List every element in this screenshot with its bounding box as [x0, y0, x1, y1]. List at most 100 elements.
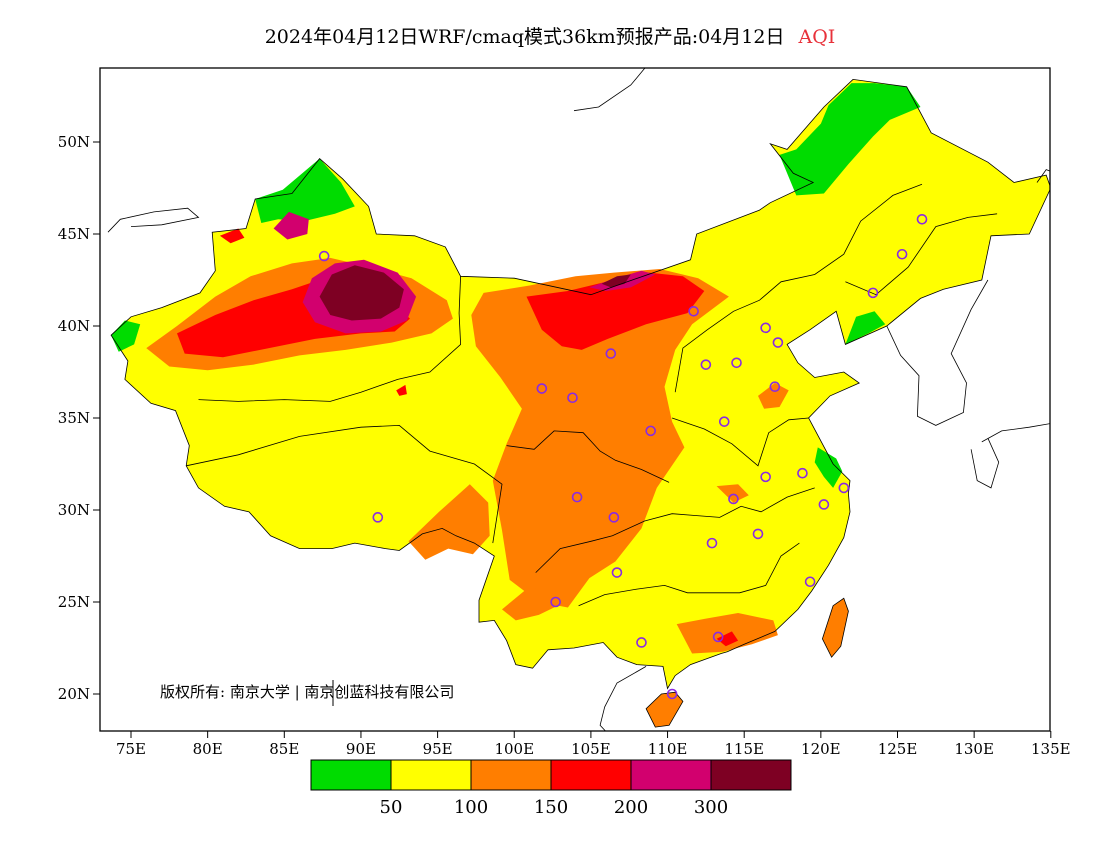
station-marker: [567, 392, 578, 404]
japan-kyushu-coast: [970, 438, 1000, 489]
legend-swatch: [310, 759, 392, 791]
station-marker: [706, 537, 718, 549]
title-variable: AQI: [798, 26, 836, 48]
station-marker: [608, 512, 620, 523]
x-tick-label: 135E: [1031, 740, 1071, 758]
south-china-sensitive-band: [676, 613, 778, 654]
y-tick-label: 30N: [58, 501, 90, 519]
north-xinjiang-hotspot-band: [273, 211, 309, 240]
station-marker: [718, 416, 730, 427]
x-tick-label: 80E: [193, 740, 223, 758]
legend-label: 100: [454, 797, 488, 818]
station-marker: [818, 499, 830, 510]
y-tick-label: 25N: [58, 593, 90, 611]
station-marker: [318, 250, 330, 262]
station-marker: [372, 512, 384, 523]
legend-swatch: [550, 759, 632, 791]
legend-label: 300: [694, 797, 728, 818]
y-tick-label: 45N: [58, 225, 90, 243]
station-marker: [536, 383, 548, 394]
baikal-coast: [573, 68, 646, 112]
station-marker: [571, 491, 583, 503]
station-markers: [318, 213, 928, 700]
x-tick-label: 110E: [648, 740, 688, 758]
north-xinjiang-good-band: [255, 158, 355, 223]
legend-swatch: [710, 759, 792, 791]
tibet-qinghai-border: [186, 424, 503, 544]
north-china-border: [674, 183, 923, 393]
station-marker: [838, 482, 850, 494]
south-border: [578, 542, 800, 607]
legend-swatch: [630, 759, 712, 791]
yangtze-delta-good-band: [814, 447, 843, 488]
yangtze-border: [535, 487, 815, 573]
x-tick-label: 120E: [801, 740, 841, 758]
inner-mongolia-unhealthy-band: [526, 272, 705, 350]
guangdong-unhealthy-spot: [716, 631, 739, 647]
vietnam-coast: [599, 666, 647, 731]
legend-swatch: [470, 759, 552, 791]
boundaries: [107, 68, 1050, 731]
y-tick-label: 40N: [58, 317, 90, 335]
japan-coast: [981, 423, 1050, 443]
x-tick-label: 85E: [269, 740, 299, 758]
station-marker: [797, 467, 808, 479]
inner-mongolia-hazardous-band: [601, 274, 631, 288]
liaodong-good-band: [845, 311, 886, 345]
station-marker: [916, 213, 928, 225]
x-tick-label: 125E: [878, 740, 918, 758]
station-marker: [666, 688, 678, 700]
station-marker: [867, 287, 879, 299]
station-marker: [896, 248, 908, 260]
kazakh-lake-coast: [107, 207, 200, 233]
station-marker: [752, 528, 764, 540]
yunnan-sensitive-band: [502, 587, 562, 621]
x-tick-label: 90E: [346, 740, 376, 758]
y-tick-label: 20N: [58, 685, 90, 703]
hainan-sensitive-band: [646, 692, 683, 728]
station-marker: [728, 493, 739, 505]
china-outline: [110, 78, 1050, 690]
station-marker: [712, 631, 724, 643]
x-tick-label: 75E: [116, 740, 146, 758]
x-tick-label: 105E: [571, 740, 611, 758]
map-frame: [99, 67, 1051, 732]
x-tick-label: 130E: [954, 740, 994, 758]
northeast-good-band: [779, 83, 921, 196]
station-marker: [611, 567, 623, 578]
hubei-sensitive-band: [716, 484, 749, 503]
korea-coast: [886, 279, 989, 426]
northwest-central-sensitive-band: [471, 269, 729, 608]
taiwan-sensitive-band: [822, 598, 849, 658]
y-tick-label: 35N: [58, 409, 90, 427]
station-marker: [605, 348, 617, 359]
sakhalin-coast: [1036, 169, 1050, 183]
x-tick-label: 115E: [724, 740, 764, 758]
gansu-sichuan-border: [506, 430, 670, 483]
qinghai-hotspot: [396, 384, 407, 396]
copyright-text: 版权所有: 南京大学 | 南京创蓝科技有限公司: [160, 683, 454, 701]
aqi-bands: [111, 79, 1050, 728]
station-marker: [636, 637, 647, 648]
station-marker: [688, 305, 699, 317]
northeast-border: [845, 213, 998, 296]
map-title: 2024年04月12日WRF/cmaq模式36km预报产品:04月12日 AQI: [0, 22, 1100, 49]
legend-label: 200: [614, 797, 648, 818]
longitude-axis: 75E 80E 85E 90E 95E 100E 105E 110E 115E 120E 125E 1…: [116, 731, 1071, 758]
hainan-outline: [645, 691, 684, 728]
station-marker: [769, 381, 781, 393]
station-marker: [700, 359, 712, 370]
station-marker: [760, 322, 771, 334]
station-marker: [645, 425, 656, 437]
station-marker: [731, 357, 742, 369]
latitude-axis: 20N 25N 30N 35N 40N 45N 50N: [58, 133, 100, 703]
station-marker: [804, 576, 816, 588]
aqi-legend: 50 100 150 200 300: [310, 759, 792, 818]
station-marker: [772, 337, 784, 348]
xinjiang-tibet-border: [198, 276, 462, 402]
x-tick-label: 100E: [494, 740, 534, 758]
taiwan-outline: [821, 597, 849, 658]
central-plain-border: [671, 417, 809, 467]
legend-label: 150: [534, 797, 568, 818]
